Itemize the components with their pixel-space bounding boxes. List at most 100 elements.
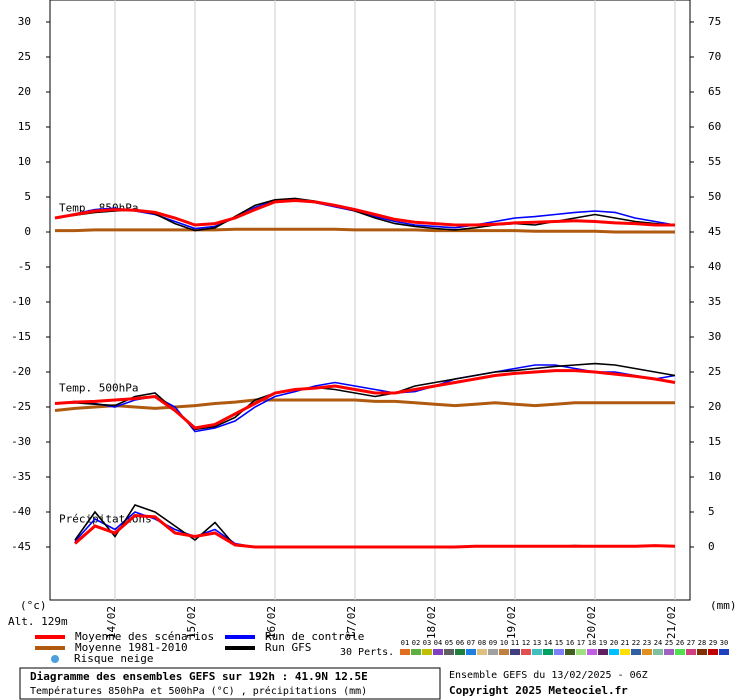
- y-tick-label: 0: [24, 225, 31, 238]
- pert-swatch: [697, 649, 707, 655]
- x-tick-label: 16/02: [265, 606, 278, 639]
- pert-label: 16: [566, 639, 574, 647]
- pert-label: 24: [654, 639, 662, 647]
- pert-label: 28: [698, 639, 706, 647]
- y2-tick-label: 10: [708, 470, 721, 483]
- title-box: [19, 667, 441, 700]
- pert-swatch: [400, 649, 410, 655]
- series-line: [54, 362, 676, 431]
- y-tick-label: -15: [11, 330, 31, 343]
- pert-label: 22: [632, 639, 640, 647]
- pert-label: 01: [401, 639, 409, 647]
- series-line: [54, 197, 676, 232]
- pert-label: 15: [555, 639, 563, 647]
- pert-swatch: [719, 649, 729, 655]
- pert-label: 29: [709, 639, 717, 647]
- pert-swatch: [708, 649, 718, 655]
- pert-swatch: [499, 649, 509, 655]
- pert-swatch: [543, 649, 553, 655]
- y-tick-label: -10: [11, 295, 31, 308]
- series-line: [54, 398, 675, 412]
- pert-label: 09: [489, 639, 497, 647]
- legend-label: Run GFS: [265, 641, 311, 654]
- y2-label: (mm): [710, 599, 737, 612]
- pert-label: 27: [687, 639, 695, 647]
- pert-label: 02: [412, 639, 420, 647]
- legend-label: Run de contrôle: [265, 630, 364, 643]
- pert-swatch: [477, 649, 487, 655]
- y2-tick-label: 15: [708, 435, 721, 448]
- x-tick-label: 20/02: [585, 606, 598, 639]
- pert-label: 12: [522, 639, 530, 647]
- pert-label: 11: [511, 639, 519, 647]
- pert-swatch: [686, 649, 696, 655]
- series-line: [54, 198, 675, 227]
- y-label: (°c): [20, 599, 47, 612]
- pert-swatch: [411, 649, 421, 655]
- y2-tick-label: 45: [708, 225, 721, 238]
- pert-swatch: [631, 649, 641, 655]
- pert-swatch: [653, 649, 663, 655]
- y2-tick-label: 65: [708, 85, 721, 98]
- pert-swatch: [444, 649, 454, 655]
- pert-label: 20: [610, 639, 618, 647]
- y2-tick-label: 70: [708, 50, 721, 63]
- pert-label: 03: [423, 639, 431, 647]
- pert-swatch: [565, 649, 575, 655]
- pert-swatch: [664, 649, 674, 655]
- pert-swatch: [554, 649, 564, 655]
- pert-label: 23: [643, 639, 651, 647]
- y2-tick-label: 40: [708, 260, 721, 273]
- pert-label: 06: [456, 639, 464, 647]
- y-tick-label: -40: [11, 505, 31, 518]
- altitude: Alt. 129m: [8, 615, 68, 628]
- pert-swatch: [642, 649, 652, 655]
- y-tick-label: 20: [18, 85, 31, 98]
- y2-tick-label: 0: [708, 540, 715, 553]
- pert-label: 25: [665, 639, 673, 647]
- x-tick-label: 18/02: [425, 606, 438, 639]
- y-tick-label: 15: [18, 120, 31, 133]
- pert-label: 08: [478, 639, 486, 647]
- pert-swatch: [587, 649, 597, 655]
- pert-swatch: [576, 649, 586, 655]
- x-tick-label: 21/02: [665, 606, 678, 639]
- pert-swatch: [532, 649, 542, 655]
- pert-swatch: [620, 649, 630, 655]
- pert-label: 05: [445, 639, 453, 647]
- y-tick-label: -20: [11, 365, 31, 378]
- legend-label: Moyenne des scénarios: [75, 630, 214, 643]
- pert-label: 04: [434, 639, 442, 647]
- pert-swatch: [466, 649, 476, 655]
- y-tick-label: -5: [18, 260, 31, 273]
- pert-label: 18: [588, 639, 596, 647]
- series-line: [55, 227, 675, 234]
- x-tick-label: 17/02: [345, 606, 358, 639]
- y-tick-label: -30: [11, 435, 31, 448]
- run-label: Ensemble GEFS du 13/02/2025 - 06Z: [449, 670, 648, 681]
- legend-label: Moyenne 1981-2010: [75, 641, 188, 654]
- y2-tick-label: 35: [708, 295, 721, 308]
- x-tick-label: 19/02: [505, 606, 518, 639]
- pert-label: 10: [500, 639, 508, 647]
- y2-tick-label: 30: [708, 330, 721, 343]
- y2-tick-label: 50: [708, 190, 721, 203]
- x-tick-label: 15/02: [185, 606, 198, 639]
- y-tick-label: -25: [11, 400, 31, 413]
- series-line: [74, 513, 676, 549]
- y-tick-label: 25: [18, 50, 31, 63]
- pert-swatch: [675, 649, 685, 655]
- y-tick-label: -45: [11, 540, 31, 553]
- y2-tick-label: 55: [708, 155, 721, 168]
- series-line: [54, 369, 676, 430]
- pert-swatch: [510, 649, 520, 655]
- pert-swatch: [521, 649, 531, 655]
- y-tick-label: 10: [18, 155, 31, 168]
- snow-icon: [51, 655, 59, 663]
- pert-label: 13: [533, 639, 541, 647]
- x-tick-label: 14/02: [105, 606, 118, 639]
- y-tick-label: 5: [24, 190, 31, 203]
- group-label: Temp. 500hPa: [59, 382, 138, 395]
